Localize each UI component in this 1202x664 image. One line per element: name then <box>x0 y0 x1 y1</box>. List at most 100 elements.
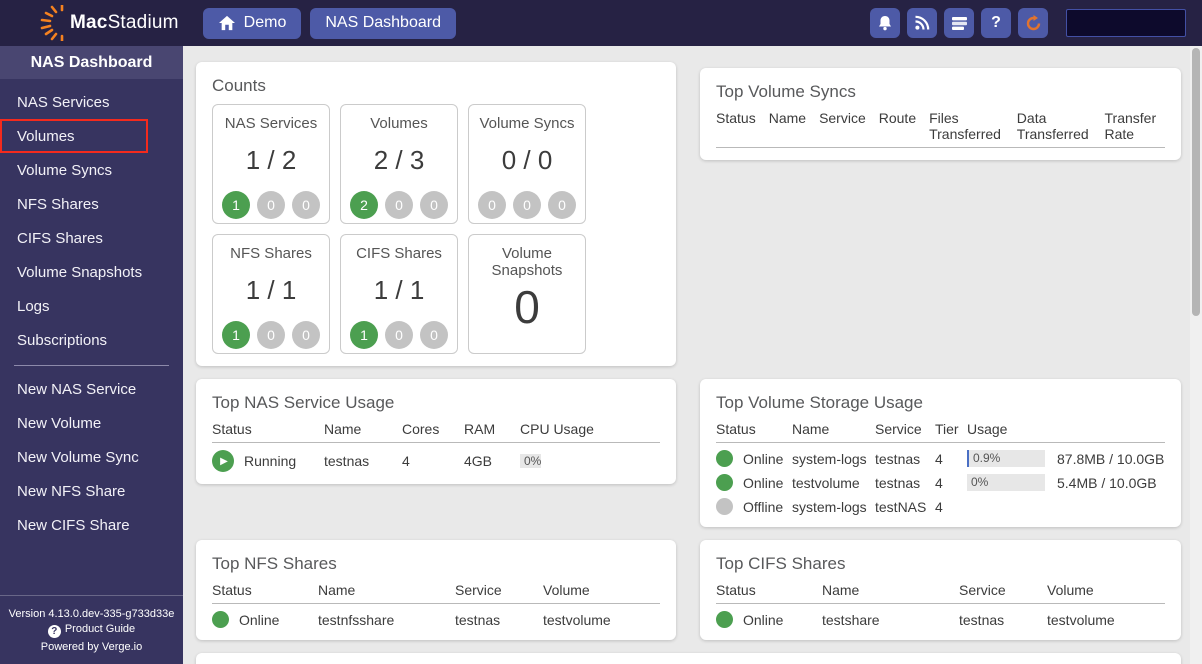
table-header: Status Name Service Route Files Transfer… <box>716 110 1165 148</box>
status-badge: 0 <box>257 321 285 350</box>
top-nas-service-usage-title: Top NAS Service Usage <box>212 393 395 412</box>
table-row[interactable]: Online testnfsshare testnas testvolume <box>212 604 660 628</box>
counts-card: Counts NAS Services 1 / 2 1 0 0 Volumes … <box>196 62 676 366</box>
top-nfs-shares-card: Top NFS Shares Status Name Service Volum… <box>196 540 676 640</box>
table-row[interactable]: ▶ Running testnas 4 4GB 0% <box>212 443 660 472</box>
version-text: Version 4.13.0.dev-335-g733d33e <box>8 608 175 620</box>
feed-button[interactable] <box>907 8 937 38</box>
sidebar-title: NAS Dashboard <box>0 46 183 79</box>
scrollbar-thumb[interactable] <box>1192 48 1200 316</box>
status-online-icon <box>716 450 733 467</box>
status-badge: 0 <box>385 321 413 350</box>
top-volume-storage-usage-card: Top Volume Storage Usage Status Name Ser… <box>700 379 1181 527</box>
status-badge: 0 <box>548 191 576 220</box>
tile-volume-snapshots[interactable]: Volume Snapshots 0 <box>468 234 586 354</box>
top-navigation: Demo NAS Dashboard <box>202 7 456 39</box>
top-nas-service-usage-card: Top NAS Service Usage Status Name Cores … <box>196 379 676 484</box>
status-online-icon <box>716 611 733 628</box>
usage-bar: 0% <box>967 474 1045 491</box>
sidebar-item-new-volume[interactable]: New Volume <box>17 414 102 432</box>
refresh-icon <box>1026 14 1040 30</box>
counts-tiles: NAS Services 1 / 2 1 0 0 Volumes 2 / 3 2… <box>212 104 660 354</box>
question-circle-icon: ? <box>47 625 61 638</box>
usage-text: 5.4MB / 10.0GB <box>1057 474 1157 491</box>
play-icon: ▶ <box>212 450 234 472</box>
nas-dashboard-button-label: NAS Dashboard <box>325 14 441 31</box>
tile-nas-services[interactable]: NAS Services 1 / 2 1 0 0 <box>212 104 330 224</box>
sidebar-item-subscriptions[interactable]: Subscriptions <box>17 331 108 349</box>
sidebar-divider <box>14 365 169 366</box>
powered-by-link[interactable]: Powered by Verge.io <box>40 641 143 653</box>
nas-dashboard-button[interactable]: NAS Dashboard <box>310 7 456 39</box>
status-online-icon <box>716 474 733 491</box>
sidebar-item-volumes[interactable]: Volumes <box>0 119 148 153</box>
tile-volumes[interactable]: Volumes 2 / 3 2 0 0 <box>340 104 458 224</box>
sidebar-item-new-nas-service[interactable]: New NAS Service <box>17 380 137 398</box>
status-badge: 1 <box>222 191 250 220</box>
status-badge: 0 <box>420 191 448 220</box>
sidebar-item-cifs-shares[interactable]: CIFS Shares <box>17 229 103 247</box>
topbar: MacStadium Demo NAS Dashboard <box>0 0 1202 46</box>
sidebar-item-volume-snapshots[interactable]: Volume Snapshots <box>17 263 143 281</box>
server-stack-icon <box>951 16 967 30</box>
table-header: Status Name Service Volume <box>716 582 1165 604</box>
table-header: Status Name Service Tier Usage <box>716 421 1165 443</box>
sidebar: NAS Dashboard NAS Services Volumes Volum… <box>0 46 183 664</box>
tile-cifs-shares[interactable]: CIFS Shares 1 / 1 1 0 0 <box>340 234 458 354</box>
tile-nfs-shares[interactable]: NFS Shares 1 / 1 1 0 0 <box>212 234 330 354</box>
dashboard-main: Counts NAS Services 1 / 2 1 0 0 Volumes … <box>183 46 1190 664</box>
status-offline-icon <box>716 498 733 515</box>
sidebar-item-logs[interactable]: Logs <box>17 297 50 315</box>
sidebar-footer: Version 4.13.0.dev-335-g733d33e ? Product… <box>0 595 183 664</box>
table-row[interactable]: Online testshare testnas testvolume <box>716 604 1165 628</box>
status-badge: 2 <box>350 191 378 220</box>
counts-title: Counts <box>212 76 266 95</box>
top-cifs-shares-card: Top CIFS Shares Status Name Service Volu… <box>700 540 1181 640</box>
top-cifs-shares-title: Top CIFS Shares <box>716 554 846 573</box>
search-input[interactable] <box>1066 9 1186 37</box>
table-row[interactable]: Online system-logs testnas 4 0.9% 87.8MB… <box>716 443 1165 467</box>
status-badge: 1 <box>350 321 378 350</box>
sidebar-item-new-nfs-share[interactable]: New NFS Share <box>17 482 126 500</box>
demo-button[interactable]: Demo <box>202 7 302 39</box>
home-icon <box>218 15 235 31</box>
status-badge: 0 <box>513 191 541 220</box>
usage-text: 87.8MB / 10.0GB <box>1057 450 1165 467</box>
sidebar-actions: New NAS Service New Volume New Volume Sy… <box>0 372 183 542</box>
demo-button-label: Demo <box>243 14 287 31</box>
top-nfs-shares-title: Top NFS Shares <box>212 554 337 573</box>
vertical-scrollbar <box>1190 46 1202 664</box>
sidebar-item-nfs-shares[interactable]: NFS Shares <box>17 195 99 213</box>
notifications-button[interactable] <box>870 8 900 38</box>
product-guide-link[interactable]: ? Product Guide <box>0 623 183 638</box>
next-card-partial <box>196 653 1181 664</box>
usage-bar: 0.9% <box>967 450 1045 467</box>
status-badge: 0 <box>292 191 320 220</box>
sidebar-item-new-cifs-share[interactable]: New CIFS Share <box>17 516 130 534</box>
table-row[interactable]: Online testvolume testnas 4 0% 5.4MB / 1… <box>716 467 1165 491</box>
question-mark-icon: ? <box>991 14 1001 31</box>
status-badge: 0 <box>292 321 320 350</box>
status-badge: 0 <box>478 191 506 220</box>
top-volume-storage-usage-title: Top Volume Storage Usage <box>716 393 923 412</box>
sidebar-item-volume-syncs[interactable]: Volume Syncs <box>17 161 113 179</box>
table-header: Status Name Cores RAM CPU Usage <box>212 421 660 443</box>
status-online-icon <box>212 611 229 628</box>
bell-icon <box>879 16 891 31</box>
status-badge: 1 <box>222 321 250 350</box>
help-button[interactable]: ? <box>981 8 1011 38</box>
sidebar-item-nas-services[interactable]: NAS Services <box>17 93 110 111</box>
logo-starburst-icon <box>40 5 64 41</box>
macstadium-logo[interactable]: MacStadium <box>36 5 179 41</box>
cpu-usage-bar: 0% <box>520 454 542 468</box>
logo-text: MacStadium <box>70 12 179 33</box>
top-volume-syncs-card: Top Volume Syncs Status Name Service Rou… <box>700 68 1181 160</box>
status-badge: 0 <box>420 321 448 350</box>
sidebar-menu: NAS Services Volumes Volume Syncs NFS Sh… <box>0 85 183 357</box>
table-row[interactable]: Offline system-logs testNAS 4 <box>716 491 1165 515</box>
refresh-button[interactable] <box>1018 8 1048 38</box>
sidebar-item-new-volume-sync[interactable]: New Volume Sync <box>17 448 139 466</box>
tile-volume-syncs[interactable]: Volume Syncs 0 / 0 0 0 0 <box>468 104 586 224</box>
sessions-button[interactable] <box>944 8 974 38</box>
